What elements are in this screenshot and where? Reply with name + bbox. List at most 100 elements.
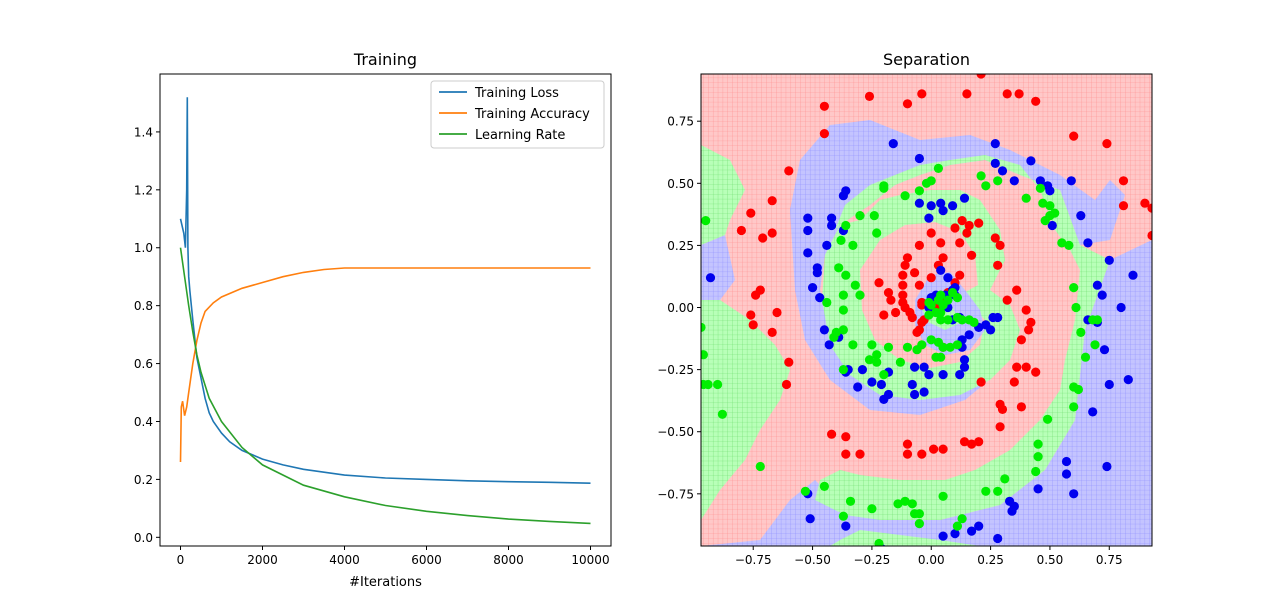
point-class-2 <box>713 379 723 390</box>
point-class-2 <box>864 355 875 365</box>
point-class-0 <box>767 327 777 337</box>
point-class-2 <box>829 332 839 342</box>
point-class-1 <box>1047 220 1057 231</box>
point-class-0 <box>748 320 758 330</box>
x-tick-label: 10000 <box>571 553 609 567</box>
point-class-1 <box>993 312 1003 323</box>
point-class-0 <box>1140 198 1150 208</box>
point-class-0 <box>974 437 984 447</box>
point-class-0 <box>962 89 972 99</box>
point-class-1 <box>1088 407 1098 417</box>
point-class-1 <box>824 340 834 350</box>
point-class-1 <box>876 379 887 390</box>
point-class-0 <box>1021 362 1031 372</box>
legend-label-learning-rate: Learning Rate <box>475 128 565 143</box>
decision-regions <box>701 74 1152 546</box>
point-class-2 <box>1043 414 1053 424</box>
point-class-0 <box>917 449 927 459</box>
point-class-0 <box>898 290 908 300</box>
point-class-2 <box>883 342 894 352</box>
point-class-2 <box>943 315 953 325</box>
point-class-0 <box>758 233 768 243</box>
point-class-2 <box>703 379 713 390</box>
point-class-1 <box>1128 270 1138 280</box>
point-class-0 <box>1031 96 1041 106</box>
point-class-0 <box>950 223 960 233</box>
point-class-1 <box>910 362 920 372</box>
point-class-1 <box>1083 238 1093 248</box>
x-tick-label: 6000 <box>411 553 442 567</box>
point-class-2 <box>1064 240 1074 250</box>
x-tick-label: 4000 <box>329 553 360 567</box>
point-class-0 <box>990 233 1000 243</box>
point-class-0 <box>784 166 794 176</box>
point-class-2 <box>838 365 849 375</box>
point-class-2 <box>943 295 953 305</box>
point-class-2 <box>838 305 849 315</box>
training-axes-frame <box>159 73 612 547</box>
point-class-1 <box>936 265 946 275</box>
point-class-0 <box>1118 201 1129 211</box>
point-class-0 <box>898 270 908 280</box>
point-class-1 <box>1097 290 1107 300</box>
point-class-0 <box>736 225 747 236</box>
point-class-1 <box>803 213 813 223</box>
point-class-0 <box>1147 230 1152 241</box>
point-class-2 <box>1035 183 1045 193</box>
separation-panel: Separation −0.75 −0.50 −0.25 0.00 0.25 0.50 0.… <box>657 50 1153 567</box>
point-class-0 <box>827 429 837 439</box>
x-tick-label: −0.75 <box>735 553 772 567</box>
point-class-0 <box>962 228 972 238</box>
point-class-1 <box>841 186 851 196</box>
separation-points <box>701 74 1152 546</box>
point-class-1 <box>803 225 813 236</box>
point-class-2 <box>800 486 811 496</box>
point-class-0 <box>917 89 927 99</box>
point-class-2 <box>938 491 948 501</box>
point-class-0 <box>912 327 922 337</box>
point-class-1 <box>1005 496 1015 506</box>
point-class-2 <box>841 220 851 231</box>
point-class-1 <box>867 377 877 387</box>
point-class-1 <box>812 268 822 278</box>
point-class-2 <box>848 340 858 350</box>
point-class-1 <box>955 370 965 380</box>
point-class-0 <box>995 422 1005 432</box>
point-class-0 <box>976 377 986 387</box>
training-y-ticks: 0.0 0.2 0.4 0.6 0.8 1.0 1.2 1.4 <box>134 125 160 545</box>
point-class-1 <box>827 213 837 223</box>
point-class-0 <box>1002 295 1012 305</box>
point-class-1 <box>1026 156 1036 166</box>
x-tick-label: 0.00 <box>918 553 945 567</box>
point-class-2 <box>834 263 844 273</box>
point-class-2 <box>838 511 849 521</box>
y-tick-label: 0.6 <box>134 357 153 371</box>
y-tick-label: 0.4 <box>134 415 153 429</box>
point-class-2 <box>1033 439 1043 449</box>
point-class-2 <box>1050 208 1060 218</box>
point-class-0 <box>898 280 908 290</box>
point-class-2 <box>952 293 963 303</box>
point-class-2 <box>701 322 706 332</box>
point-class-2 <box>914 186 925 196</box>
point-class-1 <box>1061 456 1072 467</box>
point-class-0 <box>1102 139 1112 149</box>
point-class-2 <box>879 370 889 380</box>
point-class-1 <box>883 389 894 400</box>
point-class-0 <box>891 307 901 318</box>
x-tick-label: 0 <box>177 553 185 567</box>
point-class-1 <box>827 220 837 231</box>
point-class-2 <box>845 496 856 506</box>
point-class-1 <box>914 153 925 164</box>
point-class-1 <box>924 370 934 380</box>
point-class-2 <box>936 307 946 318</box>
point-class-0 <box>914 240 925 250</box>
point-class-1 <box>1104 255 1114 265</box>
point-class-1 <box>907 379 917 390</box>
point-class-2 <box>822 297 832 308</box>
point-class-1 <box>926 201 936 211</box>
point-class-1 <box>938 370 948 380</box>
y-tick-label: 0.00 <box>667 301 694 315</box>
point-class-0 <box>1147 203 1152 213</box>
point-class-2 <box>1033 452 1043 462</box>
